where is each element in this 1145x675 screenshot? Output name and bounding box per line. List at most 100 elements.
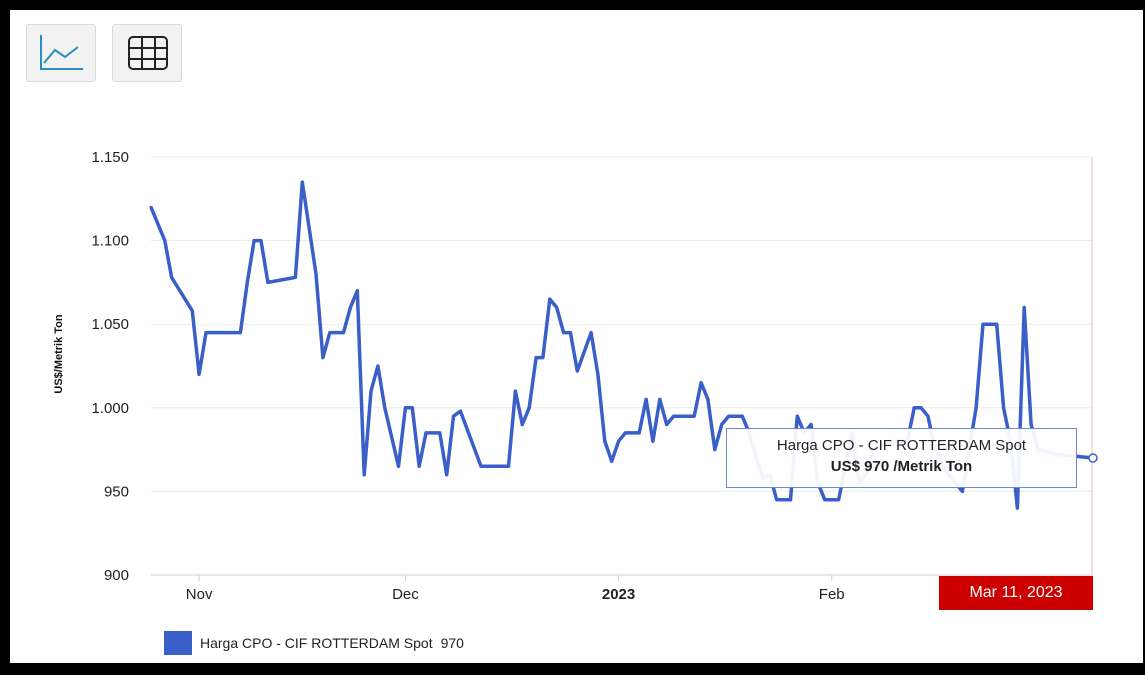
- data-point[interactable]: [706, 397, 710, 401]
- data-point[interactable]: [369, 389, 373, 393]
- data-point[interactable]: [699, 381, 703, 385]
- data-point[interactable]: [727, 414, 731, 418]
- data-point[interactable]: [252, 239, 256, 243]
- data-point[interactable]: [830, 498, 834, 502]
- tooltip: Harga CPO - CIF ROTTERDAM Spot US$ 970 /…: [726, 428, 1077, 488]
- data-point[interactable]: [1015, 506, 1019, 510]
- data-point[interactable]: [837, 498, 841, 502]
- data-point[interactable]: [644, 397, 648, 401]
- data-point[interactable]: [974, 406, 978, 410]
- data-point[interactable]: [617, 439, 621, 443]
- line-chart-icon: [40, 35, 83, 70]
- data-point[interactable]: [1029, 423, 1033, 426]
- data-point[interactable]: [637, 431, 641, 435]
- data-point[interactable]: [452, 414, 455, 418]
- data-point[interactable]: [211, 331, 215, 335]
- data-point[interactable]: [596, 372, 600, 376]
- data-point[interactable]: [479, 464, 483, 468]
- legend[interactable]: Harga CPO - CIF ROTTERDAM Spot 970: [164, 631, 464, 655]
- data-point[interactable]: [410, 406, 414, 410]
- data-point[interactable]: [362, 473, 366, 477]
- data-point[interactable]: [630, 431, 634, 435]
- data-point[interactable]: [789, 498, 792, 502]
- data-point[interactable]: [348, 306, 352, 309]
- data-point[interactable]: [417, 464, 421, 468]
- data-point[interactable]: [823, 498, 827, 502]
- data-point[interactable]: [912, 406, 916, 410]
- data-point[interactable]: [321, 356, 325, 360]
- data-point[interactable]: [1022, 306, 1026, 309]
- data-point[interactable]: [555, 306, 559, 309]
- data-point[interactable]: [513, 389, 517, 393]
- data-point[interactable]: [170, 275, 174, 279]
- data-point[interactable]: [397, 464, 400, 468]
- data-point[interactable]: [520, 423, 524, 426]
- data-point[interactable]: [919, 406, 923, 410]
- data-point[interactable]: [1002, 406, 1006, 410]
- data-point[interactable]: [458, 409, 462, 413]
- data-point[interactable]: [651, 439, 655, 443]
- data-point[interactable]: [403, 406, 407, 410]
- data-point[interactable]: [245, 280, 249, 284]
- data-point[interactable]: [589, 331, 593, 335]
- data-point[interactable]: [775, 498, 779, 502]
- data-point[interactable]: [163, 239, 167, 243]
- data-point[interactable]: [438, 431, 442, 435]
- data-point[interactable]: [981, 322, 985, 326]
- data-point[interactable]: [575, 369, 579, 373]
- y-tick-label: 950: [104, 483, 129, 500]
- line-chart[interactable]: 900 950 1.000 1.050 1.100 1.150 Nov Dec 2023 Feb…: [10, 10, 1143, 663]
- data-point[interactable]: [383, 406, 387, 410]
- data-point[interactable]: [342, 331, 345, 335]
- data-point[interactable]: [568, 331, 572, 335]
- data-point[interactable]: [782, 498, 786, 502]
- y-tick-label: 900: [104, 567, 129, 584]
- data-point[interactable]: [355, 289, 359, 293]
- data-point[interactable]: [926, 414, 930, 418]
- data-point[interactable]: [376, 364, 380, 368]
- data-point[interactable]: [720, 423, 724, 426]
- data-point[interactable]: [197, 372, 201, 376]
- data-point[interactable]: [149, 205, 153, 209]
- data-point[interactable]: [541, 356, 545, 360]
- data-point[interactable]: [665, 423, 669, 426]
- data-point[interactable]: [658, 397, 662, 401]
- table-grid-icon: [128, 36, 168, 70]
- data-point[interactable]: [314, 272, 318, 276]
- data-point[interactable]: [795, 414, 799, 418]
- data-point[interactable]: [266, 280, 270, 284]
- data-point[interactable]: [259, 239, 263, 243]
- y-tick-label: 1.150: [91, 149, 129, 166]
- y-tick-label: 1.000: [91, 400, 129, 417]
- data-point[interactable]: [672, 414, 676, 418]
- y-tick-label: 1.050: [91, 316, 129, 333]
- data-point[interactable]: [960, 489, 964, 493]
- data-point[interactable]: [610, 459, 614, 463]
- data-point[interactable]: [293, 275, 297, 279]
- data-point[interactable]: [809, 423, 813, 426]
- data-point[interactable]: [238, 331, 242, 335]
- data-point[interactable]: [603, 439, 607, 443]
- legend-swatch[interactable]: [164, 631, 192, 655]
- data-point[interactable]: [300, 180, 304, 184]
- data-point[interactable]: [548, 297, 552, 301]
- data-point[interactable]: [424, 431, 428, 435]
- chart-view-button[interactable]: [26, 24, 96, 82]
- data-point[interactable]: [713, 448, 717, 452]
- data-point[interactable]: [445, 473, 449, 477]
- table-view-button[interactable]: [112, 24, 182, 82]
- series-line[interactable]: [149, 180, 1094, 510]
- data-point[interactable]: [740, 414, 744, 418]
- data-point[interactable]: [534, 356, 538, 360]
- data-point[interactable]: [232, 331, 235, 335]
- data-point[interactable]: [507, 464, 510, 468]
- data-point[interactable]: [190, 309, 194, 313]
- data-point[interactable]: [692, 414, 696, 418]
- data-point[interactable]: [204, 331, 208, 335]
- data-point[interactable]: [328, 331, 332, 335]
- data-point[interactable]: [527, 406, 531, 410]
- data-point[interactable]: [995, 322, 999, 326]
- data-point[interactable]: [623, 431, 627, 435]
- x-tick-label: Nov: [186, 586, 213, 603]
- data-point[interactable]: [562, 331, 566, 335]
